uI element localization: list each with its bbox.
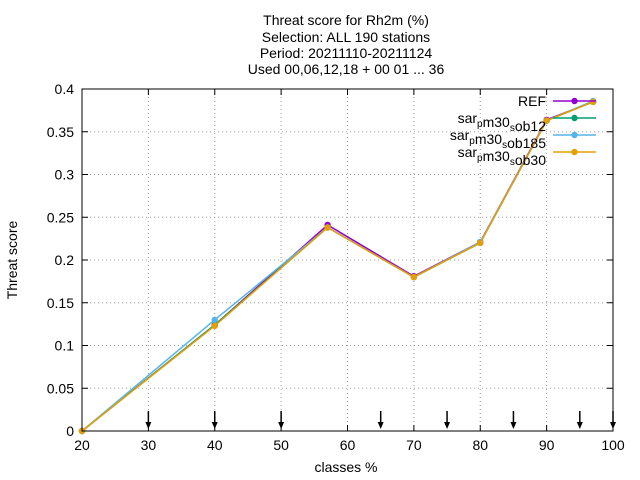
legend-marker bbox=[571, 97, 578, 105]
series-layer bbox=[78, 97, 597, 435]
y-tick-label: 0.4 bbox=[55, 81, 75, 97]
legend-entry: sarpm30sob12 bbox=[458, 110, 596, 134]
y-tick-label: 0.25 bbox=[47, 209, 74, 225]
y-tick-label: 0.35 bbox=[47, 124, 74, 140]
class-marker-arrow bbox=[377, 411, 384, 429]
y-tick-label: 0.2 bbox=[55, 252, 75, 268]
y-tick-label: 0.15 bbox=[47, 295, 74, 311]
legend-marker bbox=[571, 114, 578, 122]
y-tick-label: 0.05 bbox=[47, 380, 74, 396]
legend-label: REF bbox=[518, 93, 546, 109]
axis-ticks: 20 30 40 50 60 70 80 90 100 0 0.05 0.1 0.15 0.2 0.25 0.… bbox=[47, 81, 625, 453]
legend-entry: REF bbox=[518, 93, 596, 109]
class-marker-arrow bbox=[576, 411, 583, 429]
legend-marker bbox=[571, 131, 578, 139]
class-markers bbox=[145, 411, 616, 429]
title-line-3: Period: 20211110-20211124 bbox=[260, 45, 433, 61]
x-tick-label: 90 bbox=[539, 437, 555, 453]
y-tick-label: 0.3 bbox=[55, 167, 75, 183]
chart-title: Threat score for Rh2m (%) Selection: ALL… bbox=[248, 12, 445, 77]
legend-entry: sarpm30sob30 bbox=[458, 144, 596, 168]
legend-entry: sarpm30sob185 bbox=[450, 127, 596, 151]
data-point bbox=[211, 316, 218, 324]
data-point bbox=[589, 98, 597, 106]
grid bbox=[82, 89, 613, 431]
class-marker-arrow bbox=[444, 411, 451, 429]
data-point bbox=[324, 224, 331, 231]
y-axis-label: Threat score bbox=[4, 220, 20, 299]
x-tick-label: 60 bbox=[340, 437, 356, 453]
x-tick-label: 70 bbox=[406, 437, 422, 453]
legend-label: sarpm30sob12 bbox=[458, 110, 547, 134]
data-point bbox=[543, 117, 550, 124]
x-tick-label: 100 bbox=[601, 437, 625, 453]
data-point bbox=[410, 273, 418, 281]
x-tick-label: 20 bbox=[74, 437, 90, 453]
x-axis-label: classes % bbox=[314, 459, 377, 475]
title-line-1: Threat score for Rh2m (%) bbox=[263, 12, 429, 28]
title-line-4: Used 00,06,12,18 + 00 01 ... 36 bbox=[248, 61, 445, 77]
legend-label: sarpm30sob30 bbox=[458, 144, 547, 168]
data-point bbox=[477, 239, 484, 247]
x-tick-label: 80 bbox=[472, 437, 488, 453]
series-3 bbox=[78, 98, 597, 435]
x-tick-label: 40 bbox=[207, 437, 223, 453]
x-tick-label: 30 bbox=[141, 437, 157, 453]
y-tick-label: 0.1 bbox=[55, 338, 75, 354]
legend-label: sarpm30sob185 bbox=[450, 127, 546, 151]
data-point bbox=[211, 322, 218, 330]
y-tick-label: 0 bbox=[66, 423, 74, 439]
x-tick-label: 50 bbox=[273, 437, 289, 453]
title-line-2: Selection: ALL 190 stations bbox=[262, 29, 430, 45]
class-marker-arrow bbox=[510, 411, 517, 429]
legend-marker bbox=[571, 148, 578, 156]
